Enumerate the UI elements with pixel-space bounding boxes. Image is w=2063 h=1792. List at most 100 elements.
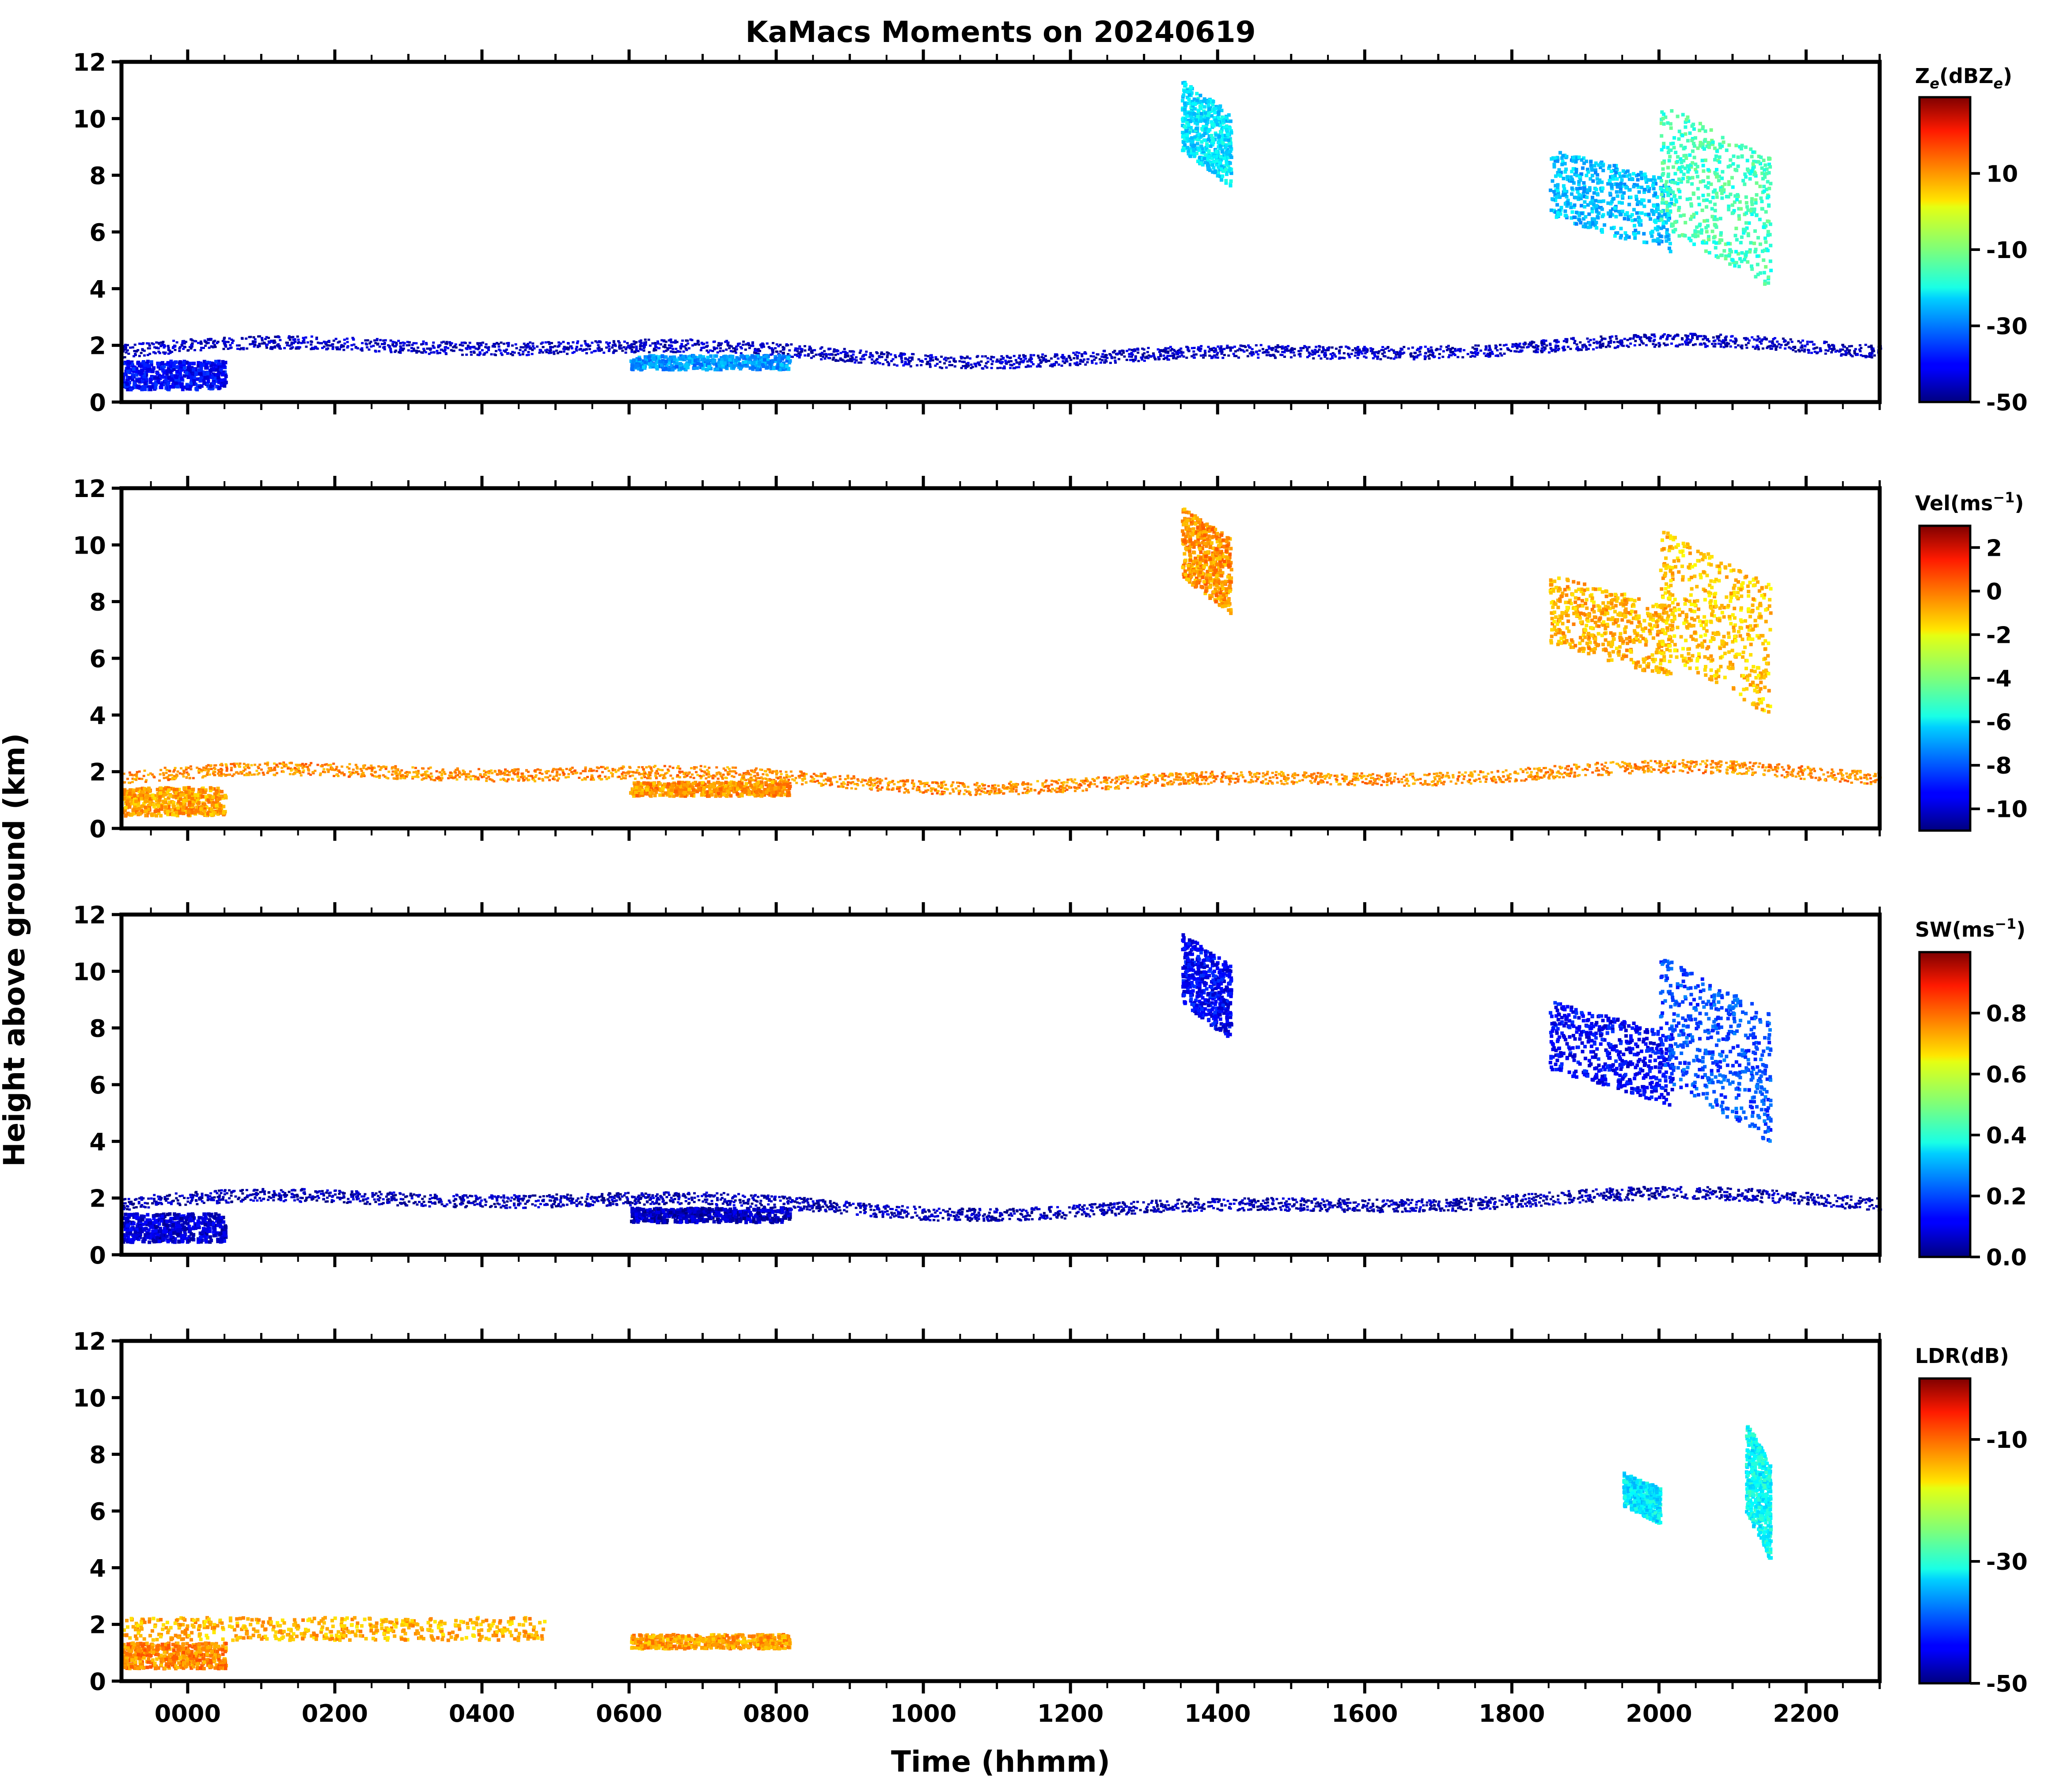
echo-pixel [611,346,614,349]
echo-pixel [238,344,241,347]
echo-pixel [631,360,635,364]
echo-pixel [525,346,528,349]
echo-pixel [751,367,755,371]
echo-pixel [709,349,712,352]
echo-pixel [528,345,531,348]
echo-pixel [1218,175,1222,178]
echo-pixel [1678,190,1682,194]
echo-pixel [1692,344,1695,346]
echo-pixel [1583,200,1587,204]
echo-pixel [1471,346,1474,349]
echo-pixel [130,362,134,366]
echo-pixel [1499,348,1502,350]
echo-pixel [335,346,338,349]
echo-pixel [1084,363,1087,366]
echo-pixel [719,347,722,349]
echo-pixel [126,367,130,371]
panels: 02468101210-10-30-50Ze(dBZe)02468101220-… [73,49,2028,1727]
echo-pixel [1202,99,1206,103]
echo-pixel [223,384,227,388]
echo-pixel [1746,260,1750,264]
echo-pixel [1652,204,1656,208]
echo-pixel [1681,337,1684,340]
echo-pixel [1729,345,1732,348]
echo-pixel [952,360,956,362]
echo-pixel [1109,354,1112,357]
echo-pixel [1209,144,1213,148]
echo-pixel [859,349,862,352]
echo-pixel [1365,356,1368,359]
echo-pixel [1308,354,1311,357]
echo-pixel [1670,342,1673,345]
echo-pixel [1772,345,1775,348]
echo-pixel [270,346,273,349]
echo-pixel [1768,345,1771,348]
echo-pixel [696,362,700,366]
echo-pixel [857,361,860,364]
echo-pixel [197,342,200,344]
echo-pixel [1771,342,1775,345]
echo-pixel [1038,364,1041,367]
echo-pixel [223,338,226,340]
echo-pixel [149,363,153,367]
echo-pixel [1428,357,1431,360]
echo-pixel [126,369,130,373]
echo-pixel [1784,347,1787,350]
echo-pixel [1611,175,1615,178]
echo-pixel [1840,353,1843,356]
echo-pixel [1372,357,1375,360]
echo-pixel [1162,358,1165,360]
echo-pixel [1722,140,1725,144]
echo-pixel [1474,344,1477,347]
echo-pixel [1013,355,1016,357]
echo-pixel [1499,352,1502,355]
echo-pixel [1172,354,1175,357]
echo-pixel [152,343,155,345]
echo-pixel [1704,345,1707,348]
echo-pixel [1183,143,1187,147]
echo-pixel [1000,355,1003,357]
echo-pixel [766,342,769,345]
echo-pixel [1104,356,1107,359]
echo-pixel [825,355,828,358]
echo-pixel [1620,178,1624,182]
echo-pixel [1060,356,1063,358]
echo-pixel [1608,191,1612,195]
echo-pixel [1106,357,1109,359]
echo-pixel [1204,153,1208,157]
echo-pixel [1609,340,1612,342]
echo-pixel [1674,151,1678,155]
echo-pixel [1225,346,1229,349]
echo-pixel [1453,354,1456,357]
echo-pixel [719,350,722,353]
echo-pixel [1141,353,1144,356]
echo-pixel [1013,367,1016,369]
echo-pixel [440,349,443,351]
echo-pixel [1600,214,1604,218]
echo-pixel [402,344,405,347]
echo-pixel [1487,355,1490,358]
echo-pixel [430,351,433,354]
echo-pixel [1073,362,1077,365]
echo-pixel [137,364,141,368]
echo-pixel [468,342,471,344]
echo-pixel [338,348,341,351]
echo-pixel [624,351,627,354]
echo-pixel [953,365,956,368]
echo-pixel [723,356,727,360]
echo-pixel [1657,342,1661,345]
echo-pixel [679,354,683,358]
echo-pixel [594,349,597,352]
echo-pixel [1730,335,1733,338]
echo-pixel [669,347,671,349]
echo-pixel [1132,350,1135,353]
echo-pixel [1220,353,1223,355]
echo-pixel [1176,353,1179,356]
echo-pixel [712,360,716,363]
echo-pixel [274,336,277,338]
echo-pixel [185,387,189,391]
echo-pixel [629,345,632,347]
echo-pixel [1132,360,1135,363]
echo-pixel [374,350,377,353]
echo-pixel [1134,357,1137,360]
